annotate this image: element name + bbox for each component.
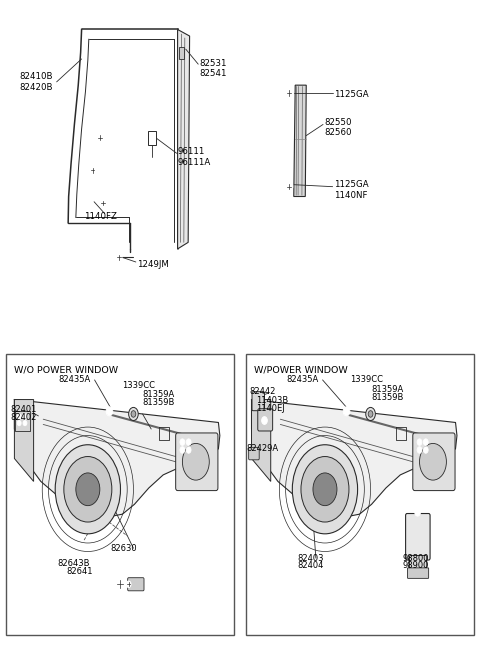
Text: 98800: 98800 <box>402 553 429 563</box>
Polygon shape <box>14 400 220 517</box>
Circle shape <box>115 578 125 591</box>
Circle shape <box>182 443 209 480</box>
Circle shape <box>106 407 113 416</box>
Text: 82404: 82404 <box>298 561 324 571</box>
Circle shape <box>129 407 138 421</box>
Text: 82435A: 82435A <box>58 375 91 384</box>
Circle shape <box>423 439 428 445</box>
Circle shape <box>90 166 96 174</box>
Circle shape <box>186 439 191 445</box>
FancyBboxPatch shape <box>252 392 264 411</box>
Text: 96111
96111A: 96111 96111A <box>178 147 211 167</box>
Circle shape <box>76 473 100 506</box>
Polygon shape <box>252 400 271 481</box>
Polygon shape <box>159 427 169 440</box>
Circle shape <box>417 447 422 453</box>
Text: W/POWER WINDOW: W/POWER WINDOW <box>254 365 348 375</box>
Circle shape <box>415 508 420 516</box>
Bar <box>148 131 156 145</box>
FancyBboxPatch shape <box>176 433 218 491</box>
Text: 1125GA
1140NF: 1125GA 1140NF <box>334 180 368 200</box>
Text: 1339CC: 1339CC <box>350 375 384 384</box>
Text: 82641: 82641 <box>66 567 93 576</box>
Polygon shape <box>14 400 34 481</box>
Circle shape <box>180 439 185 445</box>
FancyBboxPatch shape <box>249 447 259 460</box>
Text: 82410B
82420B: 82410B 82420B <box>19 72 53 92</box>
FancyBboxPatch shape <box>408 568 429 578</box>
Circle shape <box>368 411 373 417</box>
Circle shape <box>100 199 106 207</box>
Text: 1140FZ: 1140FZ <box>84 212 117 221</box>
Text: 82402: 82402 <box>11 413 37 422</box>
Text: 1339CC: 1339CC <box>122 381 156 390</box>
Polygon shape <box>294 85 306 196</box>
Text: W/O POWER WINDOW: W/O POWER WINDOW <box>14 365 119 375</box>
Bar <box>6 354 234 635</box>
Circle shape <box>186 447 191 453</box>
Text: 82429A: 82429A <box>247 444 279 453</box>
Circle shape <box>17 421 21 426</box>
Polygon shape <box>252 400 457 517</box>
Circle shape <box>292 445 358 534</box>
Circle shape <box>55 445 120 534</box>
Polygon shape <box>178 29 190 249</box>
Text: 82401: 82401 <box>11 405 37 414</box>
Circle shape <box>126 581 131 588</box>
Text: 1125GA: 1125GA <box>334 90 368 100</box>
Text: 81359B: 81359B <box>142 398 174 407</box>
Circle shape <box>343 407 350 416</box>
Text: 81359A: 81359A <box>371 384 403 394</box>
FancyBboxPatch shape <box>413 433 455 491</box>
Circle shape <box>17 414 21 419</box>
Text: 81359A: 81359A <box>142 390 174 399</box>
FancyBboxPatch shape <box>258 409 273 431</box>
Circle shape <box>180 447 185 453</box>
Circle shape <box>301 457 349 522</box>
Text: 82630: 82630 <box>110 544 137 553</box>
Text: 81359B: 81359B <box>371 393 403 402</box>
Text: 82550
82560: 82550 82560 <box>324 118 351 138</box>
Text: 82643B: 82643B <box>58 559 90 568</box>
Circle shape <box>366 407 375 421</box>
Circle shape <box>313 473 337 506</box>
Bar <box>179 47 184 59</box>
Text: 82435A: 82435A <box>286 375 319 384</box>
Circle shape <box>96 133 103 142</box>
Circle shape <box>423 447 428 453</box>
Bar <box>246 354 474 635</box>
Text: 98900: 98900 <box>402 561 429 571</box>
Circle shape <box>64 457 112 522</box>
Polygon shape <box>15 411 30 431</box>
Text: 11403B: 11403B <box>256 396 288 405</box>
Circle shape <box>286 88 293 98</box>
Polygon shape <box>396 427 406 440</box>
Circle shape <box>286 182 293 191</box>
FancyBboxPatch shape <box>128 578 144 591</box>
Circle shape <box>417 439 422 445</box>
Text: 82531
82541: 82531 82541 <box>199 59 227 79</box>
Text: 1140EJ: 1140EJ <box>256 404 285 413</box>
Circle shape <box>131 411 136 417</box>
Circle shape <box>23 421 27 426</box>
Text: 82442: 82442 <box>250 387 276 396</box>
Text: 1249JM: 1249JM <box>137 260 168 269</box>
Text: 82403: 82403 <box>298 553 324 563</box>
Circle shape <box>262 417 267 424</box>
Circle shape <box>116 253 122 261</box>
FancyBboxPatch shape <box>406 514 430 560</box>
FancyBboxPatch shape <box>409 555 427 571</box>
Circle shape <box>420 443 446 480</box>
Circle shape <box>23 414 27 419</box>
